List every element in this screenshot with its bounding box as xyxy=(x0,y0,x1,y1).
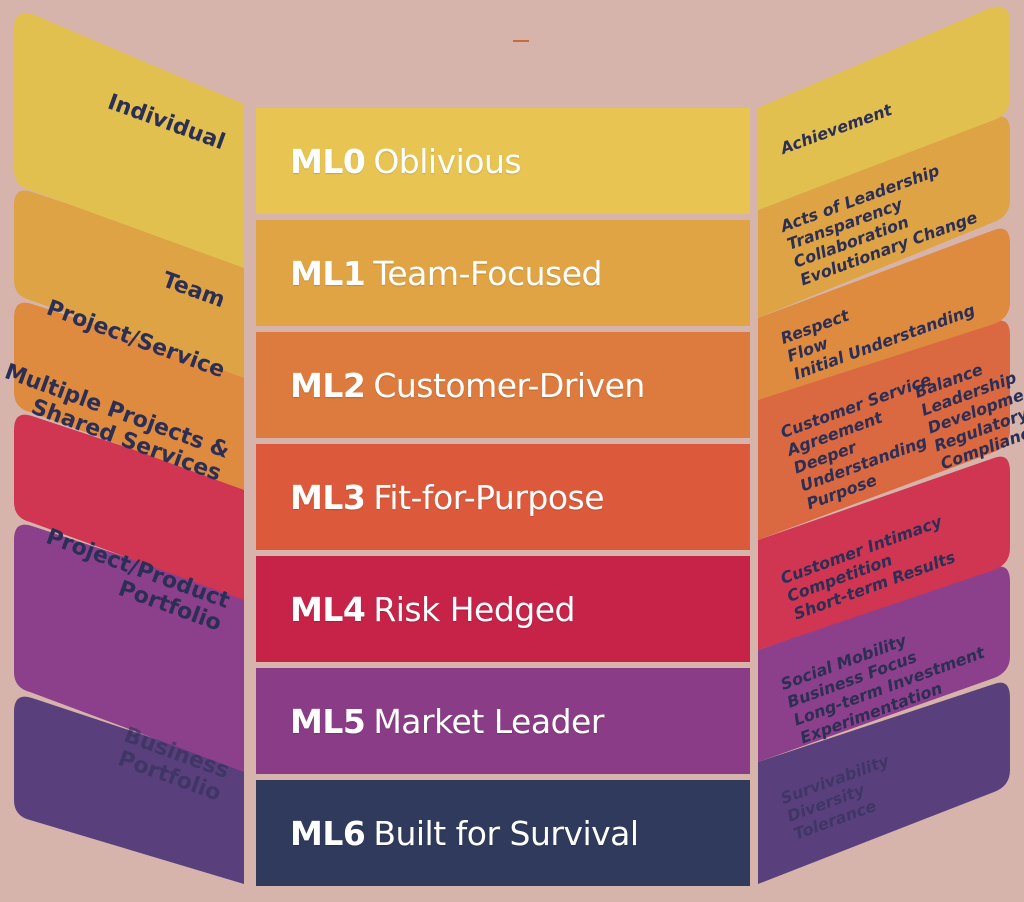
level-code: ML2 xyxy=(290,365,366,405)
level-name: Customer-Driven xyxy=(373,365,645,405)
level-name: Market Leader xyxy=(373,701,604,741)
right-wing-ml0 xyxy=(758,6,1010,210)
right-wing-ml4 xyxy=(758,456,1010,650)
level-band-ml6: ML6 Built for Survival xyxy=(256,780,750,886)
level-name: Oblivious xyxy=(373,141,522,181)
level-code: ML1 xyxy=(290,253,366,293)
level-band-ml2: ML2 Customer-Driven xyxy=(256,332,750,438)
level-band-ml4: ML4 Risk Hedged xyxy=(256,556,750,662)
level-code: ML4 xyxy=(290,589,366,629)
level-name: Team-Focused xyxy=(373,253,602,293)
level-code: ML5 xyxy=(290,701,366,741)
level-band-ml0: ML0 Oblivious xyxy=(256,108,750,214)
left-wing-project-product-portfolio xyxy=(14,524,244,772)
level-name: Risk Hedged xyxy=(373,589,575,629)
left-wing-business-portfolio xyxy=(14,696,244,884)
right-wing-ml5 xyxy=(758,566,1010,762)
level-band-ml3: ML3 Fit-for-Purpose xyxy=(256,444,750,550)
left-wing-project-service xyxy=(14,302,244,490)
level-name: Built for Survival xyxy=(373,813,639,853)
level-code: ML3 xyxy=(290,477,366,517)
top-dash-mark xyxy=(513,40,529,42)
right-wing-ml1 xyxy=(758,116,1010,318)
left-wing-team xyxy=(14,190,244,378)
left-wing-multiple-projects xyxy=(14,414,244,600)
level-code: ML0 xyxy=(290,141,366,181)
level-name: Fit-for-Purpose xyxy=(373,477,605,517)
right-wing-ml3 xyxy=(758,320,1010,540)
level-band-ml5: ML5 Market Leader xyxy=(256,668,750,774)
left-wing-individual xyxy=(14,13,244,269)
level-code: ML6 xyxy=(290,813,366,853)
right-wing-ml6 xyxy=(758,682,1010,884)
level-band-ml1: ML1 Team-Focused xyxy=(256,220,750,326)
right-wing-ml2 xyxy=(758,228,1010,400)
